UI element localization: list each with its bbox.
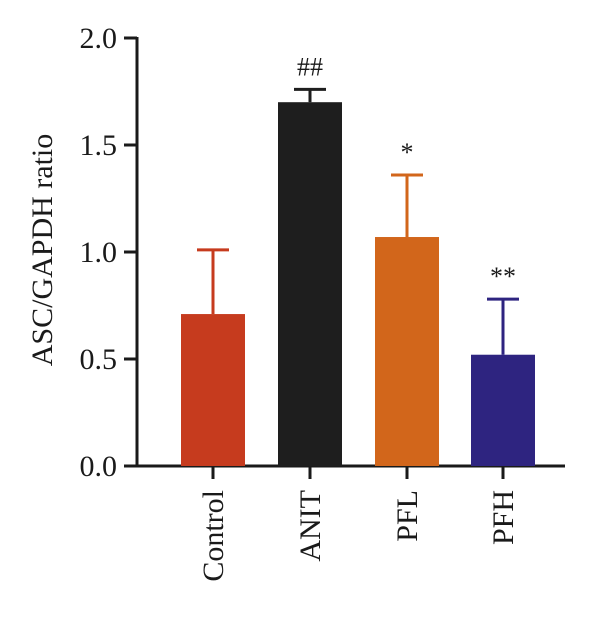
significance-mark-anit: ## [297,52,323,81]
y-axis: 0.0 0.5 1.0 1.5 2.0 [80,22,139,483]
category-labels: Control ANIT PFL PFH [197,490,520,582]
y-tick-label: 2.0 [80,22,118,55]
y-tick-label: 1.0 [80,236,118,269]
x-axis [135,464,565,479]
y-axis-title: ASC/GAPDH ratio [26,134,59,367]
category-label-pfh: PFH [487,490,520,545]
category-label-anit: ANIT [294,490,327,562]
error-bars [197,87,519,355]
significance-annotations: ##*** [297,52,516,291]
y-tick-label: 0.5 [80,343,118,376]
bar-anit [278,102,342,466]
y-tick-label: 0.0 [80,450,118,483]
significance-mark-pfh: ** [490,262,516,291]
y-tick-label: 1.5 [80,129,118,162]
bar-pfh [471,354,535,466]
bar-control [181,314,245,466]
significance-mark-pfl: * [401,138,414,167]
category-label-pfl: PFL [391,490,424,542]
category-label-control: Control [197,490,230,582]
bar-pfl [375,237,439,466]
bars [181,102,535,466]
